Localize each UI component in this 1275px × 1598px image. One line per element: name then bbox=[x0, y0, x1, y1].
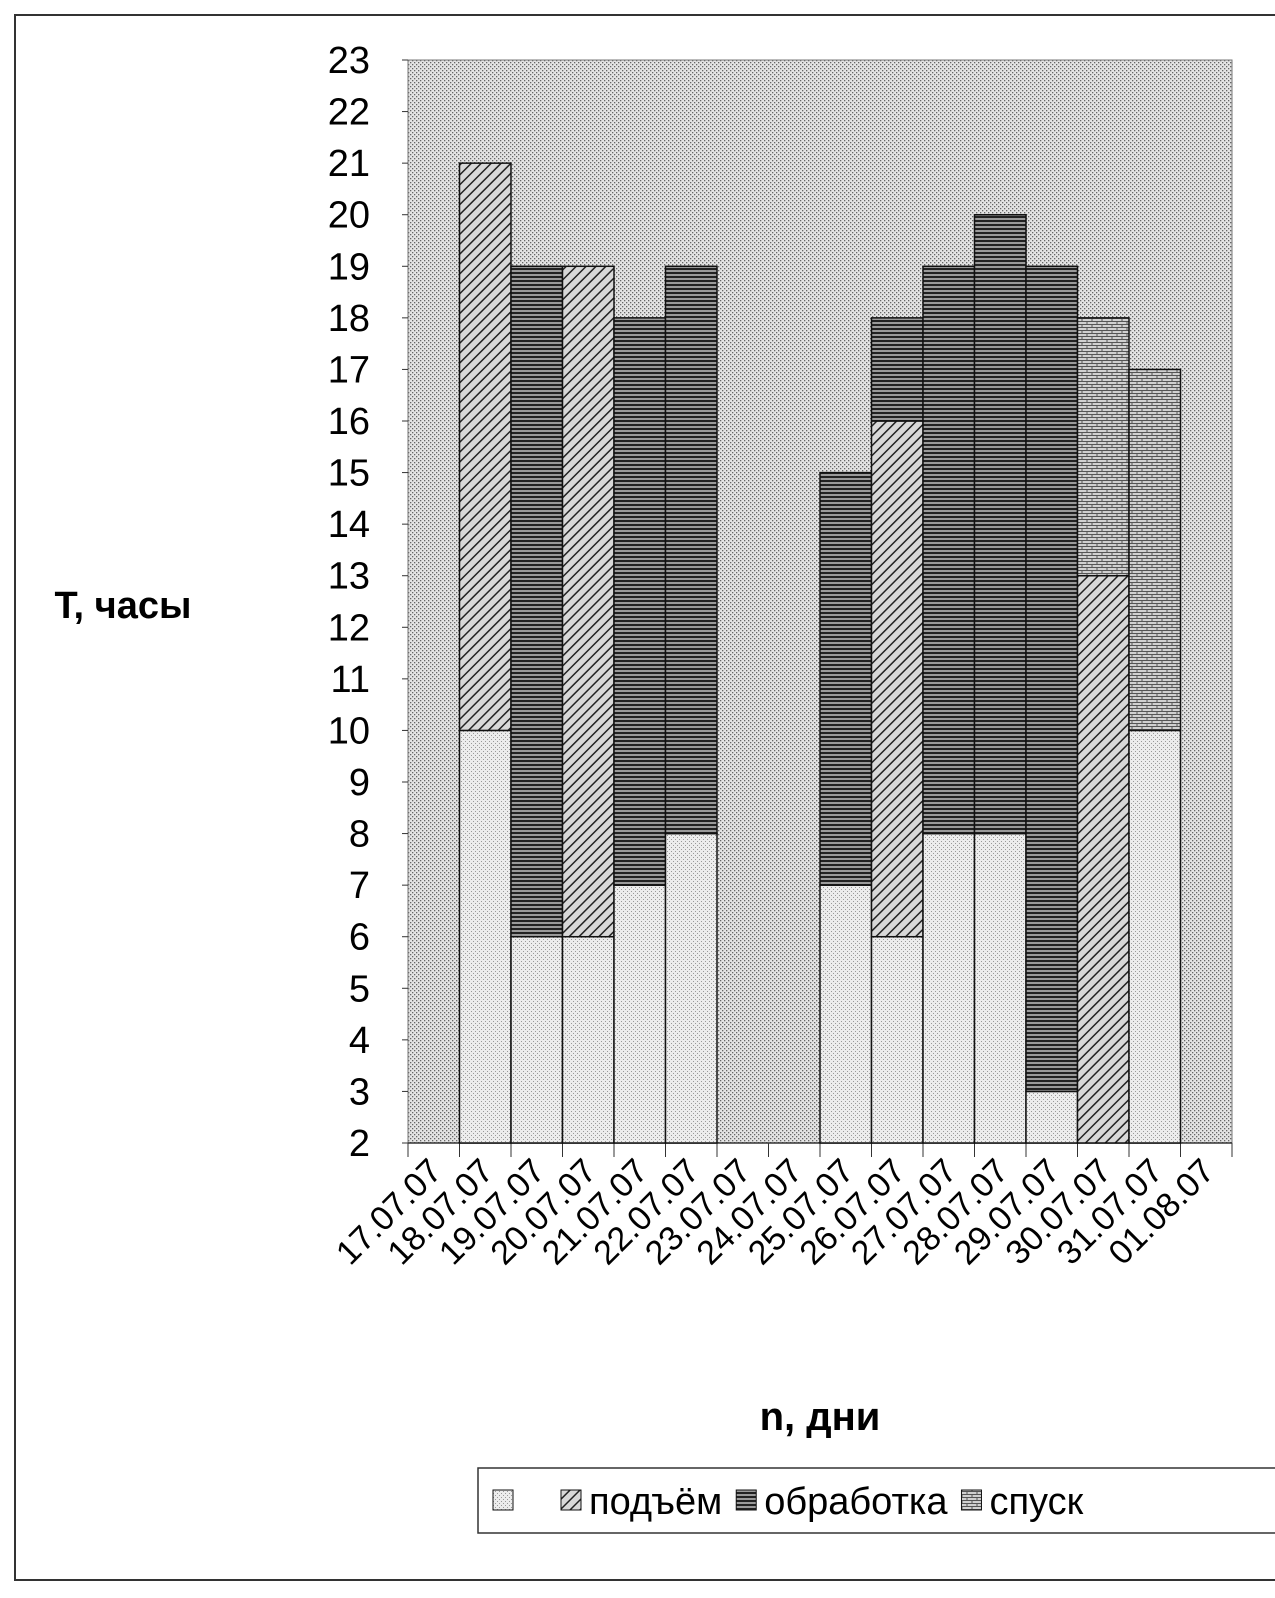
bar-segment bbox=[973, 832, 1027, 1144]
x-axis-label: n, дни bbox=[760, 1395, 881, 1439]
legend-swatch bbox=[960, 1489, 982, 1511]
y-tick-label: 11 bbox=[331, 659, 370, 701]
y-tick-label: 5 bbox=[349, 968, 370, 1010]
bar-segment bbox=[973, 213, 1027, 835]
y-tick-label: 7 bbox=[349, 865, 370, 907]
legend-swatch bbox=[560, 1489, 582, 1511]
bar-segment bbox=[561, 265, 615, 938]
legend-label: подъём bbox=[589, 1481, 722, 1523]
legend-swatch bbox=[492, 1489, 514, 1511]
bar-segment bbox=[922, 265, 976, 835]
y-tick-label: 19 bbox=[328, 246, 370, 288]
bar-segment bbox=[819, 471, 873, 886]
bar-segment bbox=[870, 317, 924, 422]
bar-segment bbox=[1128, 729, 1182, 1144]
y-tick-label: 3 bbox=[349, 1071, 370, 1113]
y-tick-label: 18 bbox=[328, 298, 370, 340]
y-tick-label: 2 bbox=[349, 1123, 370, 1165]
y-tick-label: 14 bbox=[328, 504, 370, 546]
bar-segment bbox=[1076, 574, 1130, 1144]
y-tick-label: 10 bbox=[328, 710, 370, 752]
bar-segment bbox=[922, 832, 976, 1144]
bar-segment bbox=[1025, 265, 1079, 1093]
bar-segment bbox=[870, 935, 924, 1144]
bar-segment bbox=[664, 265, 718, 835]
y-tick-label: 23 bbox=[328, 40, 370, 82]
bar-segment bbox=[613, 317, 667, 886]
bar-segment bbox=[1025, 1090, 1079, 1144]
y-tick-label: 13 bbox=[328, 556, 370, 598]
bar-segment bbox=[510, 265, 564, 938]
bar-segment bbox=[561, 935, 615, 1144]
legend-label: спуск bbox=[989, 1481, 1083, 1523]
bar-segment bbox=[613, 884, 667, 1144]
y-tick-label: 15 bbox=[328, 453, 370, 495]
y-tick-label: 16 bbox=[328, 401, 370, 443]
y-tick-label: 21 bbox=[328, 143, 370, 185]
bar-segment bbox=[458, 162, 512, 732]
y-tick-label: 12 bbox=[328, 607, 370, 649]
bar-segment bbox=[458, 729, 512, 1144]
bar-segment bbox=[870, 420, 924, 938]
legend bbox=[477, 1467, 1275, 1534]
bar-segment bbox=[819, 884, 873, 1144]
bar-segment bbox=[1076, 317, 1130, 577]
y-tick-label: 22 bbox=[328, 92, 370, 134]
y-tick-label: 20 bbox=[328, 195, 370, 237]
chart-border bbox=[14, 14, 1275, 1581]
y-tick-label: 6 bbox=[349, 917, 370, 959]
y-tick-label: 4 bbox=[349, 1020, 370, 1062]
legend-swatch bbox=[735, 1489, 757, 1511]
bar-segment bbox=[664, 832, 718, 1144]
bar-segment bbox=[1128, 368, 1182, 732]
y-tick-label: 8 bbox=[349, 814, 370, 856]
y-tick-label: 9 bbox=[349, 762, 370, 804]
legend-label: обработка bbox=[764, 1481, 948, 1523]
y-axis-label: T, часы bbox=[55, 585, 192, 627]
bar-segment bbox=[510, 935, 564, 1144]
y-tick-label: 17 bbox=[328, 349, 370, 391]
